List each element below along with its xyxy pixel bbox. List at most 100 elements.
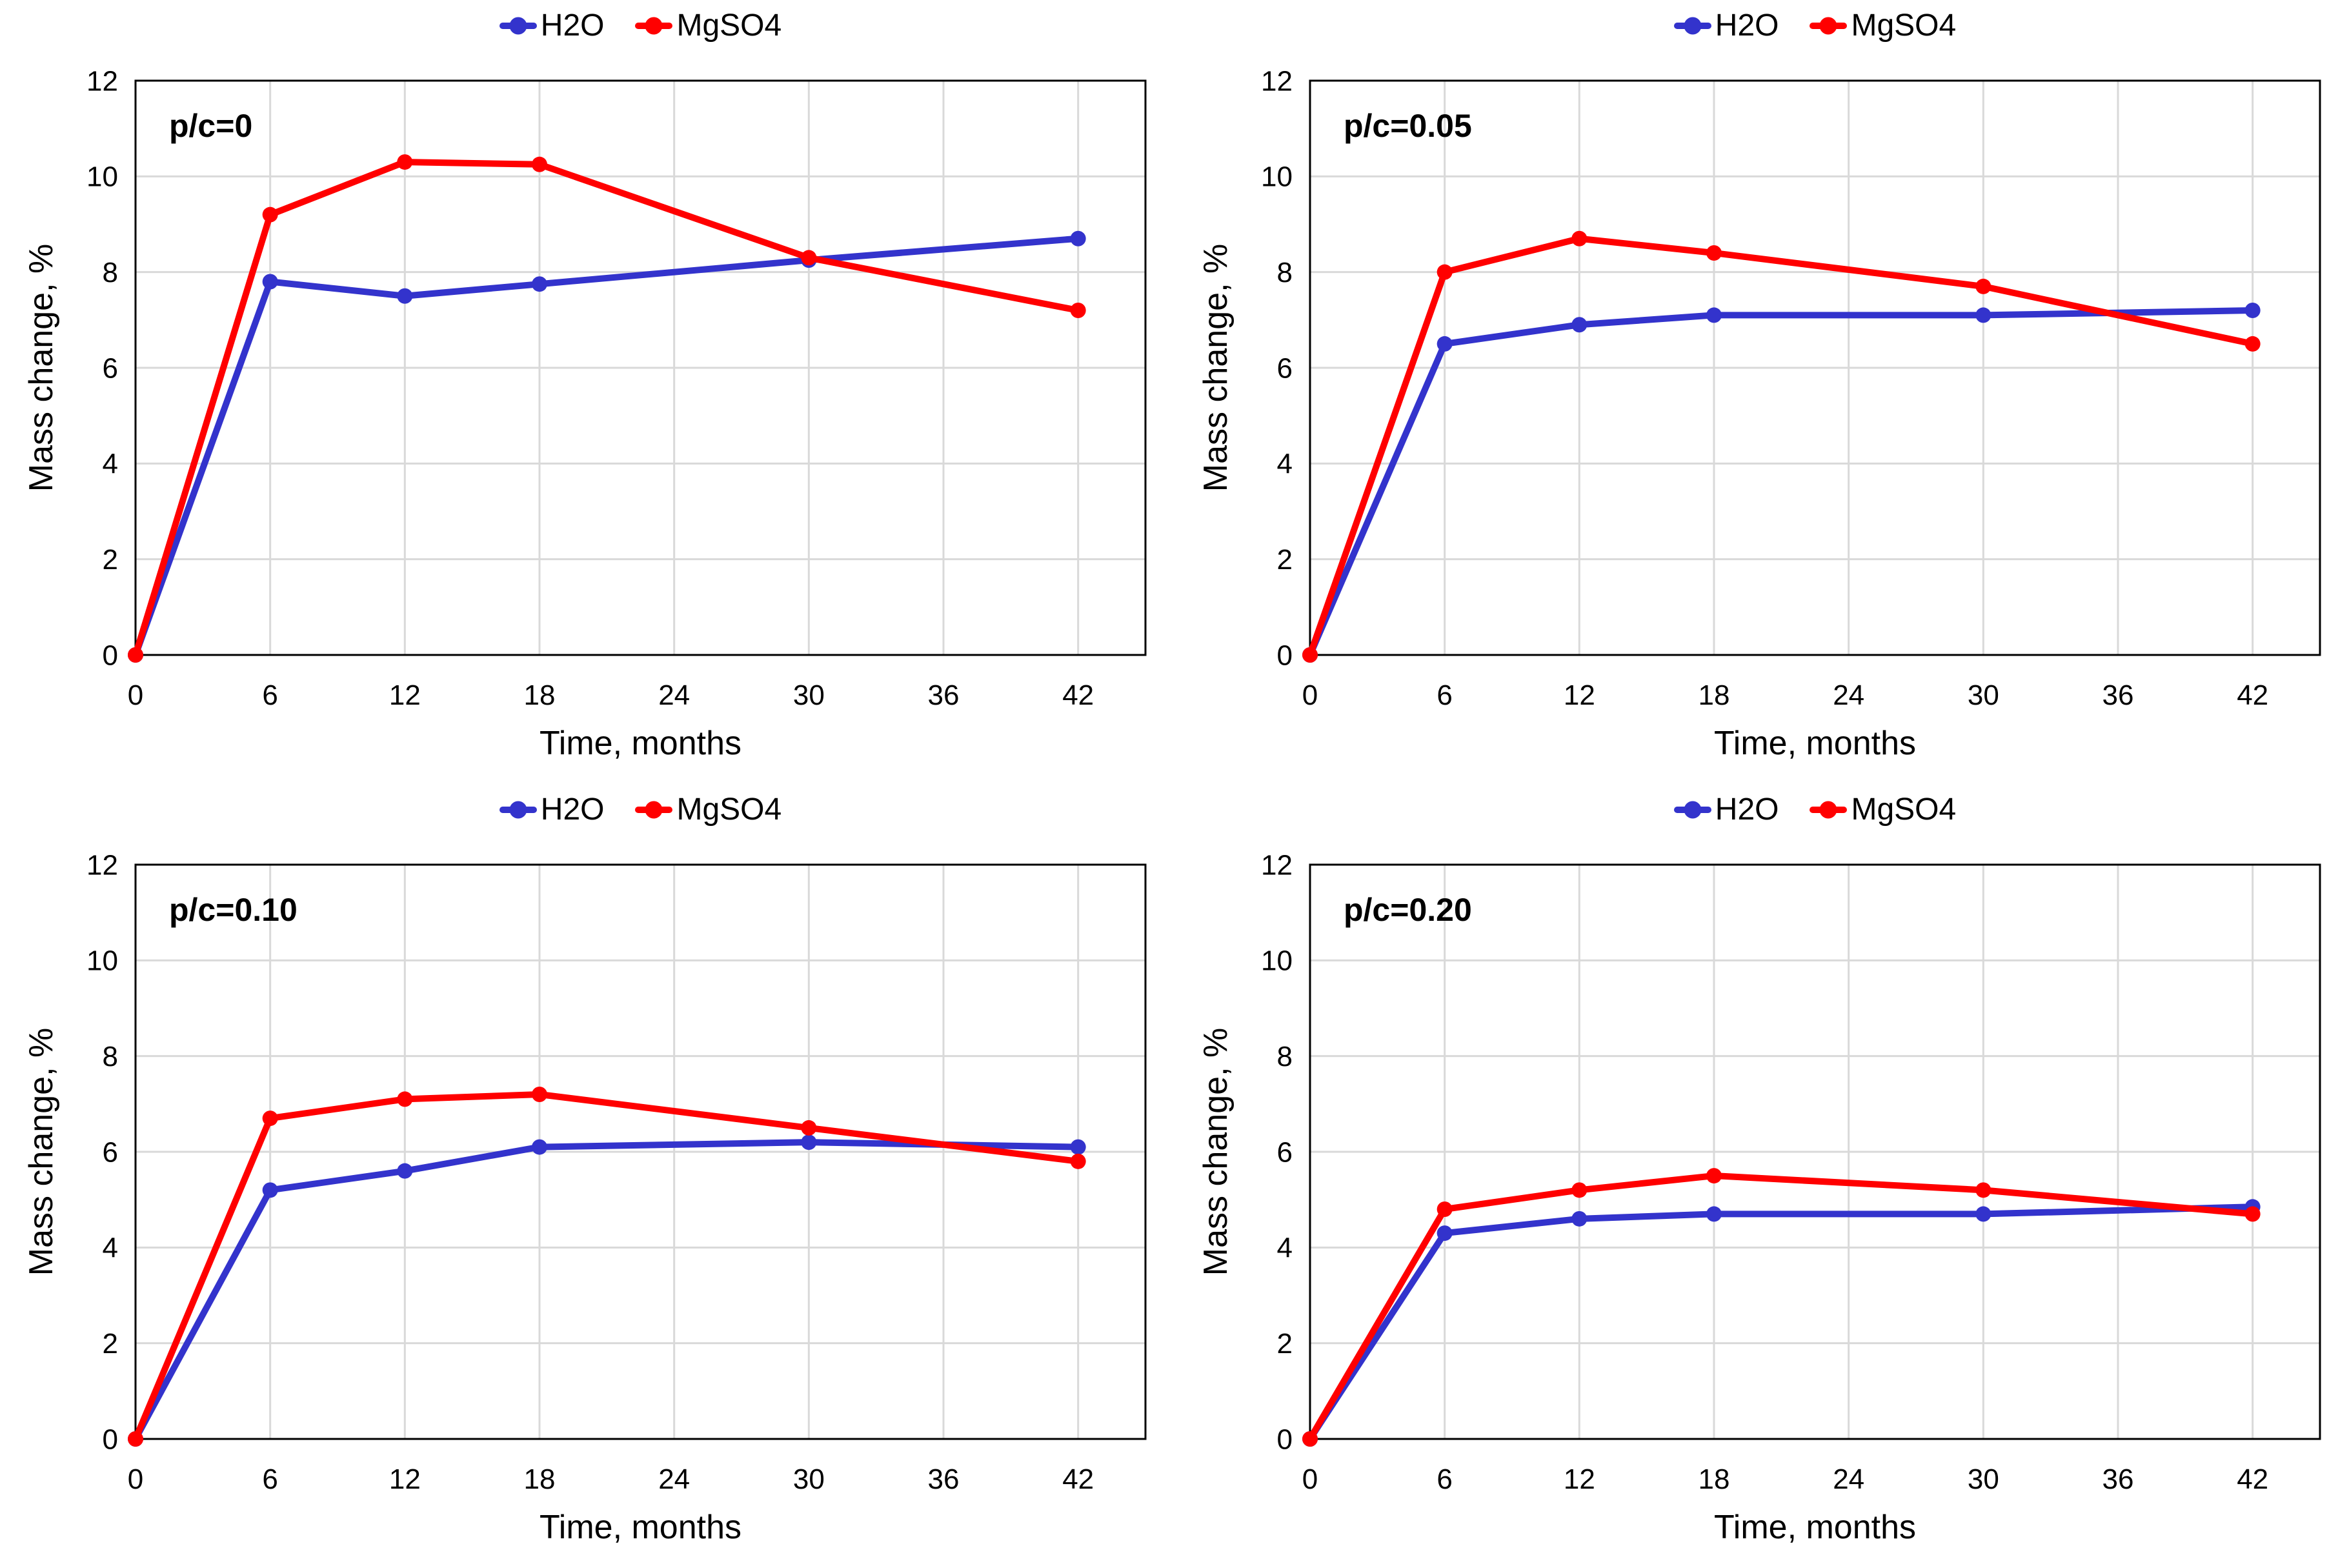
x-tick-label: 42 — [2237, 1463, 2268, 1495]
data-point-h2o — [801, 1134, 817, 1151]
h2o-line-marker-icon — [1673, 807, 1711, 814]
data-point-h2o — [262, 274, 278, 290]
chart-panel-pc005: 0 6 12 18 24 30 36 42 0 2 4 6 8 10 12 H2O MgSO4 p/c=0.… — [1174, 0, 2349, 784]
data-point-mgso4 — [128, 647, 143, 663]
annotation-pc-ratio: p/c=0 — [169, 108, 253, 144]
data-point-mgso4 — [397, 154, 413, 170]
legend-item-mgso4: MgSO4 — [1810, 8, 1956, 43]
data-point-mgso4 — [1975, 1182, 1991, 1198]
data-point-mgso4 — [1302, 1431, 1318, 1447]
series-line-h2o — [132, 1139, 1082, 1442]
annotation-pc-ratio: p/c=0.05 — [1344, 108, 1472, 144]
legend-item-mgso4: MgSO4 — [635, 792, 781, 827]
h2o-line-marker-icon — [1673, 23, 1711, 30]
x-tick-label: 36 — [2102, 1463, 2134, 1495]
y-tick-label: 8 — [1277, 257, 1293, 288]
plot-border — [134, 863, 1147, 1440]
x-tick-label: 30 — [793, 679, 825, 711]
data-point-h2o — [397, 1163, 413, 1179]
x-tick-label: 24 — [658, 1463, 690, 1495]
x-tick-label: 0 — [1302, 679, 1318, 711]
legend-label-mgso4: MgSO4 — [676, 8, 782, 43]
data-point-mgso4 — [1571, 230, 1588, 246]
y-tick-label: 10 — [1261, 945, 1293, 977]
data-point-h2o — [2244, 303, 2261, 318]
x-axis-title: Time, months — [539, 725, 742, 762]
x-tick-label: 24 — [658, 679, 690, 711]
y-tick-label: 10 — [1261, 161, 1293, 193]
h2o-line-marker-icon — [499, 807, 537, 814]
x-tick-label: 18 — [1699, 679, 1730, 711]
y-tick-label: 0 — [1277, 1423, 1293, 1455]
mgso4-line-marker-icon — [1810, 807, 1848, 814]
legend-label-mgso4: MgSO4 — [1851, 792, 1957, 827]
data-point-h2o — [397, 288, 413, 304]
x-tick-label: 24 — [1833, 1463, 1864, 1495]
data-point-h2o — [1571, 1211, 1588, 1227]
y-tick-label: 0 — [103, 1423, 118, 1455]
series-line-h2o — [132, 235, 1082, 658]
data-point-h2o — [1706, 1206, 1722, 1222]
data-point-mgso4 — [2244, 336, 2261, 352]
x-tick-label: 18 — [524, 1463, 556, 1495]
y-tick-label: 4 — [1277, 1232, 1293, 1264]
data-point-mgso4 — [532, 156, 547, 172]
annotation-pc-ratio: p/c=0.10 — [169, 892, 297, 928]
plot-border — [1309, 863, 2321, 1440]
data-point-mgso4 — [1437, 264, 1453, 280]
x-tick-label: 12 — [389, 1463, 421, 1495]
x-tick-label: 12 — [1564, 679, 1595, 711]
x-tick-label: 0 — [128, 1463, 143, 1495]
y-tick-label: 2 — [1277, 544, 1293, 576]
x-tick-label: 12 — [1564, 1463, 1595, 1495]
legend-item-h2o: H2O — [499, 8, 604, 43]
legend-label-h2o: H2O — [540, 792, 605, 827]
y-tick-label: 10 — [86, 161, 118, 193]
x-tick-label: 36 — [2102, 679, 2134, 711]
x-tick-label: 0 — [1302, 1463, 1318, 1495]
x-tick-label: 30 — [1968, 1463, 1999, 1495]
y-tick-label: 12 — [1261, 849, 1293, 881]
legend-item-h2o: H2O — [1673, 792, 1779, 827]
data-point-h2o — [1571, 317, 1588, 333]
y-tick-label: 12 — [1261, 65, 1293, 97]
y-tick-label: 8 — [1277, 1041, 1293, 1072]
x-tick-label: 30 — [793, 1463, 825, 1495]
plot-border — [1309, 79, 2321, 656]
data-point-mgso4 — [2244, 1206, 2261, 1222]
y-axis-title: Mass change, % — [23, 243, 60, 492]
legend: H2O MgSO4 — [136, 792, 1145, 827]
x-tick-label: 6 — [262, 679, 277, 711]
legend-label-h2o: H2O — [1715, 8, 1779, 43]
x-axis-title: Time, months — [539, 1509, 742, 1546]
data-point-h2o — [1437, 336, 1453, 352]
data-point-mgso4 — [1706, 245, 1722, 261]
x-tick-label: 42 — [1062, 679, 1094, 711]
y-tick-label: 12 — [86, 65, 118, 97]
mgso4-line-marker-icon — [1810, 23, 1848, 30]
legend: H2O MgSO4 — [136, 8, 1145, 43]
y-tick-label: 4 — [1277, 448, 1293, 480]
x-tick-label: 42 — [1062, 1463, 1094, 1495]
y-tick-label: 0 — [1277, 639, 1293, 671]
y-tick-label: 10 — [86, 945, 118, 977]
legend: H2O MgSO4 — [1310, 792, 2320, 827]
data-point-h2o — [1706, 307, 1722, 323]
x-tick-label: 18 — [1699, 1463, 1730, 1495]
data-point-mgso4 — [128, 1431, 143, 1447]
chart-panel-pc010: 0 6 12 18 24 30 36 42 0 2 4 6 8 10 12 H2O MgSO4 p/c=0.… — [0, 784, 1174, 1568]
y-axis-title: Mass change, % — [1197, 243, 1235, 492]
x-tick-label: 6 — [1437, 1463, 1452, 1495]
x-tick-label: 42 — [2237, 679, 2268, 711]
legend: H2O MgSO4 — [1310, 8, 2320, 43]
y-tick-label: 6 — [103, 352, 118, 384]
x-tick-label: 24 — [1833, 679, 1864, 711]
y-tick-label: 6 — [103, 1136, 118, 1168]
data-point-h2o — [532, 276, 547, 292]
x-tick-label: 6 — [1437, 679, 1452, 711]
data-point-h2o — [1070, 230, 1086, 246]
